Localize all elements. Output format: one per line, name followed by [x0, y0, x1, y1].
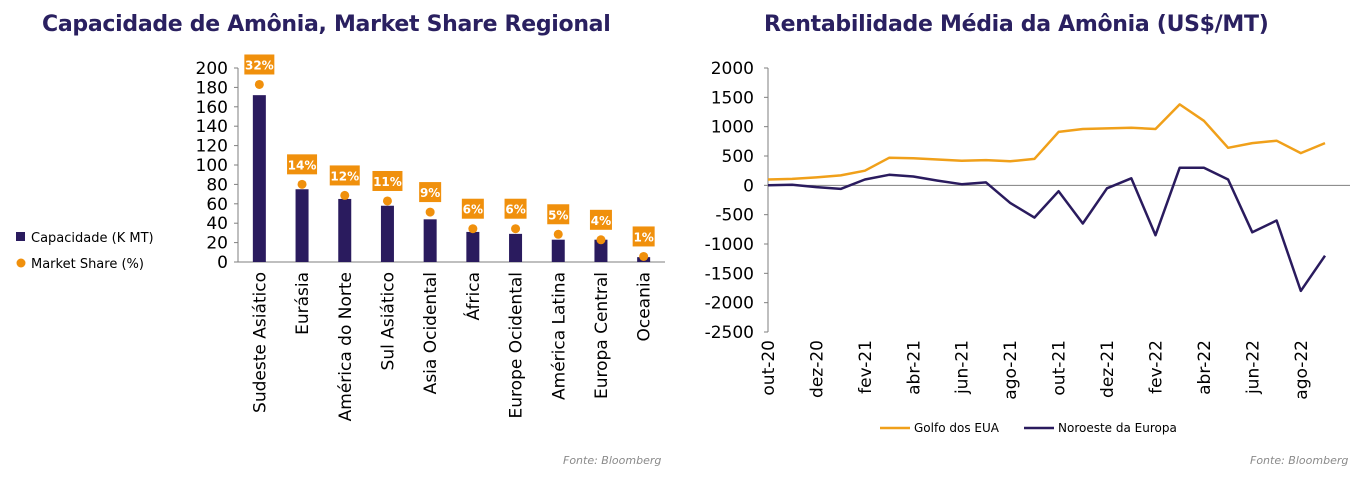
legend-label-market-share: Market Share (%): [31, 257, 144, 272]
x-category-label: África: [462, 272, 484, 321]
market-share-label: 12%: [330, 169, 359, 183]
market-share-dot: [425, 207, 435, 217]
market-share-dot: [468, 224, 478, 234]
x-category-label: Sul Asiático: [378, 272, 398, 370]
y-tick-label: -1500: [705, 264, 754, 284]
source-note-left: Fonte: Bloomberg: [563, 454, 662, 467]
y-tick-label: -2000: [705, 294, 754, 314]
market-share-label-box: [329, 165, 360, 186]
legend-swatch-market-share: [16, 258, 26, 268]
x-tick-label: ago-21: [1001, 340, 1021, 400]
market-share-dot: [596, 235, 606, 245]
bar-capacity: [252, 95, 266, 262]
x-category-label: América Latina: [549, 272, 569, 400]
market-share-dot: [297, 179, 307, 189]
bar-capacity: [551, 239, 565, 262]
x-tick-label: fev-21: [856, 340, 876, 394]
y-tick-label: 40: [206, 214, 228, 234]
x-tick-label: jun-22: [1243, 340, 1263, 395]
bar-capacity: [509, 233, 523, 262]
market-share-label: 11%: [373, 175, 402, 189]
y-tick-label: 60: [206, 195, 228, 215]
y-tick-label: 180: [196, 78, 228, 98]
x-tick-label: out-20: [759, 340, 779, 396]
market-share-label: 9%: [420, 186, 440, 200]
market-share-label: 14%: [288, 158, 317, 172]
x-category-label: Europe Ocidental: [507, 272, 527, 418]
x-tick-label: dez-20: [807, 340, 827, 398]
source-note-right: Fonte: Bloomberg: [1250, 454, 1349, 467]
y-tick-label: 20: [206, 234, 228, 254]
x-tick-label: abr-21: [904, 340, 924, 395]
y-tick-label: 160: [196, 98, 228, 118]
y-tick-label: 500: [722, 147, 754, 167]
y-tick-label: 120: [196, 137, 228, 157]
y-tick-label: 0: [217, 253, 228, 273]
x-category-label: Europa Central: [592, 272, 612, 399]
y-tick-label: 0: [743, 176, 754, 196]
y-tick-label: 200: [196, 59, 228, 79]
market-share-dot: [553, 229, 563, 239]
y-tick-label: -2500: [705, 323, 754, 343]
y-tick-label: 140: [196, 117, 228, 137]
y-tick-label: 100: [196, 156, 228, 176]
market-share-label-box: [504, 198, 527, 219]
market-share-label-box: [419, 182, 442, 203]
bar-capacity: [466, 231, 480, 262]
market-share-dot: [511, 224, 521, 234]
market-share-label-box: [461, 198, 484, 219]
x-category-label: Eurásia: [293, 272, 313, 335]
market-share-label-box: [632, 226, 655, 247]
market-share-label-box: [287, 154, 318, 175]
bar-capacity: [423, 219, 437, 262]
market-share-dot: [382, 196, 392, 206]
y-tick-label: -500: [715, 206, 754, 226]
x-tick-label: fev-22: [1146, 340, 1166, 394]
legend-label-golfo-dos-eua: Golfo dos EUA: [914, 421, 1000, 435]
series-line-golfo-dos-eua: [767, 103, 1326, 181]
bar-capacity: [338, 198, 352, 262]
legend-label-capacity: Capacidade (K MT): [31, 231, 154, 246]
market-share-label: 6%: [505, 203, 525, 217]
bar-capacity: [594, 239, 608, 262]
y-tick-label: 1000: [711, 118, 754, 138]
bar-capacity: [295, 189, 309, 262]
x-category-label: Oceania: [635, 272, 655, 342]
legend-swatch-capacity: [16, 232, 25, 241]
x-tick-label: out-21: [1050, 340, 1070, 396]
market-share-label: 4%: [591, 214, 611, 228]
x-tick-label: abr-22: [1195, 340, 1215, 395]
x-category-label: Asia Ocidental: [421, 272, 441, 394]
market-share-label-box: [244, 54, 275, 75]
x-tick-label: ago-22: [1292, 340, 1312, 400]
market-share-label: 5%: [548, 208, 568, 222]
chart-title-capacity: Capacidade de Amônia, Market Share Regio…: [42, 12, 611, 37]
market-share-label: 32%: [245, 58, 274, 72]
x-category-label: América do Norte: [336, 272, 356, 421]
bar-capacity: [380, 205, 394, 262]
y-tick-label: 1500: [711, 88, 754, 108]
x-tick-label: jun-21: [953, 340, 973, 395]
y-tick-label: 80: [206, 175, 228, 195]
market-share-dot: [254, 79, 264, 89]
market-share-label-box: [547, 204, 570, 225]
market-share-label-box: [589, 209, 612, 230]
chart-title-profitability: Rentabilidade Média da Amônia (US$/MT): [764, 12, 1269, 37]
y-tick-label: 2000: [711, 59, 754, 79]
series-line-noroeste-da-europa: [767, 166, 1327, 293]
market-share-dot: [340, 190, 350, 200]
y-tick-label: -1000: [705, 235, 754, 255]
x-category-label: Sudeste Asiático: [250, 272, 270, 413]
market-share-dot: [639, 251, 649, 261]
market-share-label: 1%: [633, 230, 653, 244]
x-tick-label: dez-21: [1098, 340, 1118, 398]
legend-label-noroeste-da-europa: Noroeste da Europa: [1058, 421, 1177, 435]
market-share-label: 6%: [463, 203, 483, 217]
market-share-label-box: [372, 170, 403, 191]
